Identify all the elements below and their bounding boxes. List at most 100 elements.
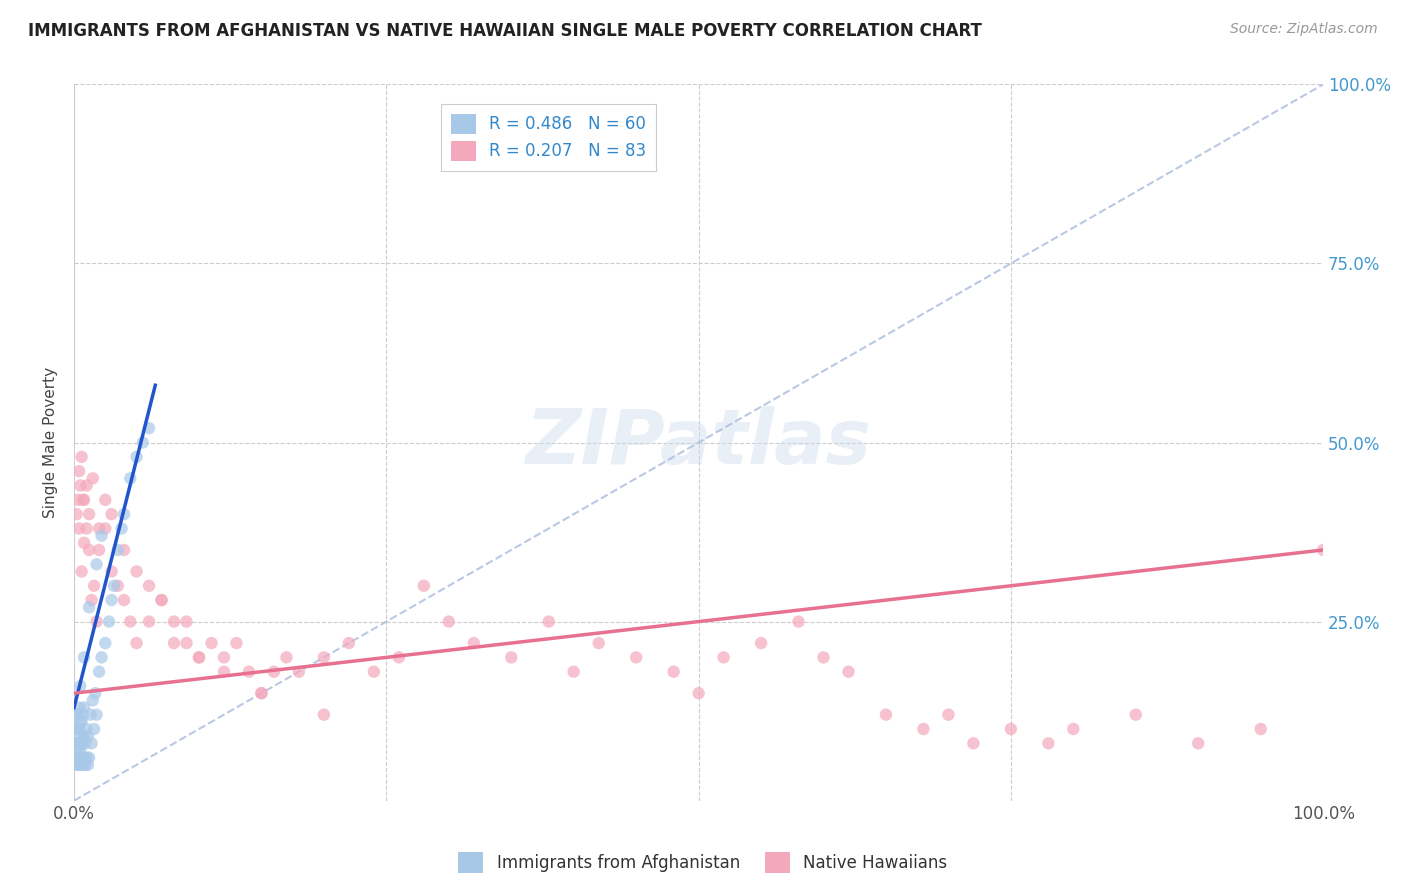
Point xyxy=(80,736,103,750)
Point xyxy=(94,521,117,535)
Point xyxy=(125,636,148,650)
Point xyxy=(77,543,100,558)
Point xyxy=(65,736,87,750)
Point xyxy=(188,650,211,665)
Point xyxy=(67,521,90,535)
Point xyxy=(112,593,135,607)
Point xyxy=(138,615,160,629)
Text: IMMIGRANTS FROM AFGHANISTAN VS NATIVE HAWAIIAN SINGLE MALE POVERTY CORRELATION C: IMMIGRANTS FROM AFGHANISTAN VS NATIVE HA… xyxy=(28,22,981,40)
Point xyxy=(73,536,96,550)
Point xyxy=(72,492,94,507)
Point xyxy=(125,565,148,579)
Point xyxy=(94,636,117,650)
Point xyxy=(212,665,235,679)
Point xyxy=(70,750,93,764)
Point xyxy=(77,507,100,521)
Point xyxy=(1187,736,1209,750)
Point xyxy=(1125,707,1147,722)
Point xyxy=(962,736,984,750)
Point xyxy=(94,492,117,507)
Point xyxy=(112,507,135,521)
Point xyxy=(65,507,87,521)
Point xyxy=(82,471,104,485)
Point xyxy=(749,636,772,650)
Point xyxy=(65,722,87,736)
Point xyxy=(98,615,121,629)
Point xyxy=(70,736,93,750)
Legend: Immigrants from Afghanistan, Native Hawaiians: Immigrants from Afghanistan, Native Hawa… xyxy=(451,846,955,880)
Point xyxy=(337,636,360,650)
Point xyxy=(75,757,97,772)
Point xyxy=(90,528,112,542)
Point xyxy=(66,722,89,736)
Point xyxy=(813,650,835,665)
Point xyxy=(107,543,129,558)
Point xyxy=(67,464,90,478)
Point xyxy=(82,693,104,707)
Point xyxy=(69,679,91,693)
Point xyxy=(76,722,98,736)
Point xyxy=(1000,722,1022,736)
Point xyxy=(73,750,96,764)
Point xyxy=(66,492,89,507)
Point xyxy=(176,615,198,629)
Point xyxy=(312,650,335,665)
Point xyxy=(562,665,585,679)
Text: Source: ZipAtlas.com: Source: ZipAtlas.com xyxy=(1230,22,1378,37)
Point xyxy=(200,636,222,650)
Point xyxy=(69,757,91,772)
Point xyxy=(76,729,98,743)
Point xyxy=(501,650,523,665)
Point xyxy=(363,665,385,679)
Point xyxy=(65,736,87,750)
Point xyxy=(312,707,335,722)
Point xyxy=(65,722,87,736)
Point xyxy=(77,750,100,764)
Point xyxy=(66,707,89,722)
Point xyxy=(69,743,91,757)
Point xyxy=(66,736,89,750)
Point xyxy=(86,615,108,629)
Point xyxy=(100,565,122,579)
Point xyxy=(110,521,132,535)
Point xyxy=(76,521,98,535)
Point xyxy=(79,707,101,722)
Point xyxy=(90,650,112,665)
Point xyxy=(66,743,89,757)
Point xyxy=(87,521,110,535)
Point xyxy=(188,650,211,665)
Point xyxy=(83,579,105,593)
Point xyxy=(72,707,94,722)
Point xyxy=(662,665,685,679)
Point xyxy=(72,757,94,772)
Point xyxy=(713,650,735,665)
Point xyxy=(212,650,235,665)
Point xyxy=(263,665,285,679)
Point xyxy=(787,615,810,629)
Point xyxy=(125,450,148,464)
Point xyxy=(77,600,100,615)
Point xyxy=(1250,722,1272,736)
Point xyxy=(76,750,98,764)
Point xyxy=(288,665,311,679)
Text: ZIPatlas: ZIPatlas xyxy=(526,406,872,480)
Point xyxy=(1038,736,1060,750)
Point xyxy=(912,722,935,736)
Point xyxy=(69,729,91,743)
Point xyxy=(75,736,97,750)
Point xyxy=(463,636,485,650)
Point xyxy=(69,478,91,492)
Point xyxy=(238,665,260,679)
Point xyxy=(65,757,87,772)
Point xyxy=(163,615,186,629)
Point xyxy=(250,686,273,700)
Point xyxy=(132,435,155,450)
Point xyxy=(67,722,90,736)
Point xyxy=(86,707,108,722)
Point xyxy=(1062,722,1084,736)
Point xyxy=(537,615,560,629)
Point xyxy=(66,757,89,772)
Point xyxy=(70,714,93,729)
Point xyxy=(837,665,859,679)
Y-axis label: Single Male Poverty: Single Male Poverty xyxy=(44,367,58,518)
